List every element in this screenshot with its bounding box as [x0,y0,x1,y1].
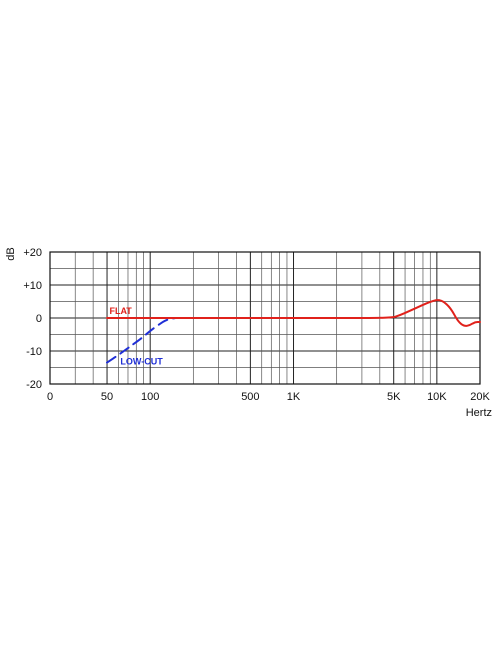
series-line-low-cut [106,317,177,364]
y-axis-label: dB [5,247,17,260]
y-tick-label: -20 [26,379,42,391]
y-tick-label: +10 [23,280,42,292]
series-labels: FLAT LOW-CUT [109,306,163,367]
series-label-low-cut: LOW-CUT [120,357,163,367]
x-tick-label: 10K [427,391,447,403]
x-axis-label: Hertz [466,407,492,419]
x-tick-label: 20K [470,391,490,403]
series-line-flat [106,299,482,327]
x-tick-label: 50 [101,391,113,403]
x-tick-label: 100 [141,391,159,403]
y-tick-label: +20 [23,247,42,259]
y-tick-label: -10 [26,346,42,358]
x-tick-label: 0 [47,391,53,403]
x-tick-label: 500 [241,391,259,403]
series-label-flat: FLAT [109,306,132,316]
y-tick-label: 0 [36,313,42,325]
x-tick-label: 1K [287,391,301,403]
x-tick-label: 5K [387,391,401,403]
plot-frame [49,251,481,385]
y-tick-labels: +20 +10 0 -10 -20 [23,247,42,391]
x-tick-labels: 0 50 100 500 1K 5K 10K 20K [47,391,491,403]
series-lines [106,299,482,364]
